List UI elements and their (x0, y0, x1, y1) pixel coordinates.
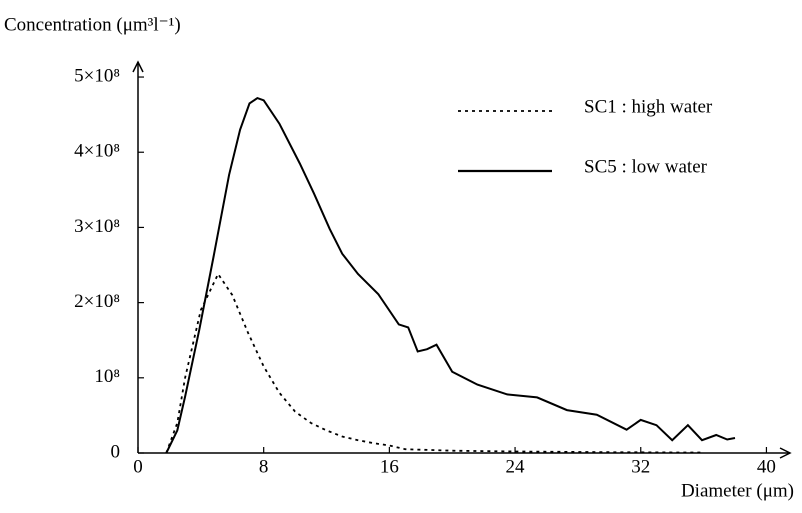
chart-title: Concentration (μm³l⁻¹) (4, 14, 181, 35)
y-tick-label: 10⁸ (94, 366, 120, 387)
series-line (165, 96, 736, 454)
legend-label: SC5 : low water (584, 156, 708, 177)
x-tick-label: 16 (380, 456, 399, 477)
y-tick-label: 0 (111, 441, 121, 462)
x-axis-arrow (779, 447, 792, 459)
x-axis-label: Diameter (μm) (681, 480, 794, 501)
x-tick-label: 8 (259, 456, 269, 477)
series-line (165, 272, 704, 454)
x-tick-label: 40 (757, 456, 776, 477)
x-tick-label: 0 (133, 456, 143, 477)
legend-label: SC1 : high water (584, 96, 713, 117)
y-tick-label: 3×10⁸ (74, 216, 120, 237)
y-tick-label: 4×10⁸ (74, 141, 120, 162)
y-tick-label: 5×10⁸ (74, 65, 120, 86)
x-tick-label: 32 (631, 456, 650, 477)
y-axis-arrow (132, 60, 144, 73)
y-tick-label: 2×10⁸ (74, 291, 120, 312)
x-tick-label: 24 (506, 456, 526, 477)
